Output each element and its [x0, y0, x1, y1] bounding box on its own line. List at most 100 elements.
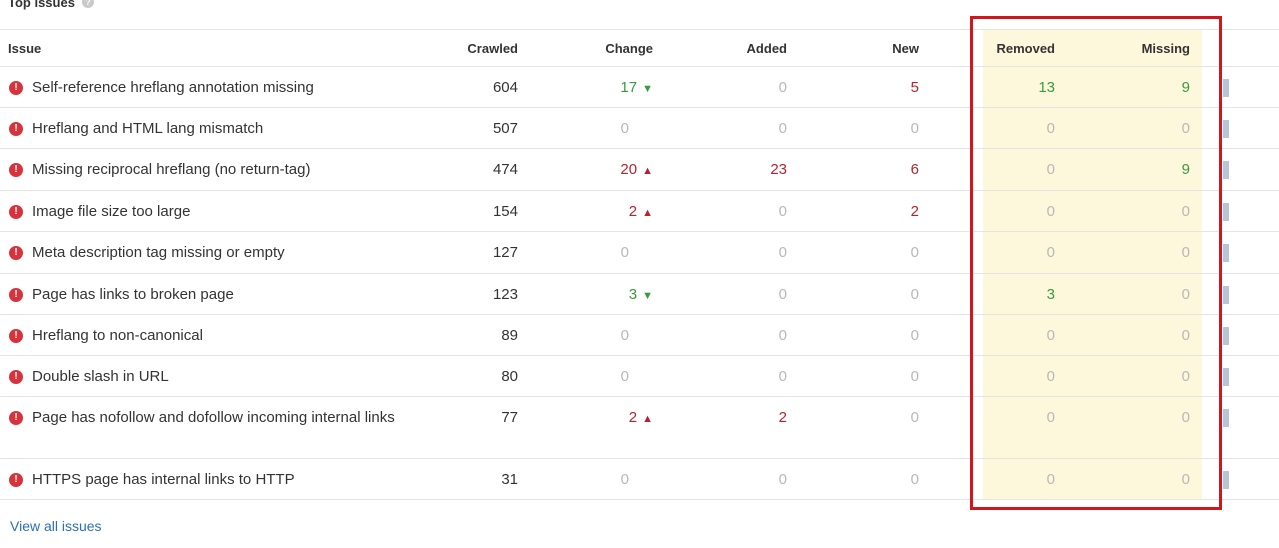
added-count[interactable]: 0	[778, 327, 787, 344]
new-count[interactable]: 0	[910, 286, 919, 303]
header-missing[interactable]: Missing	[1141, 41, 1190, 56]
row-divider	[0, 231, 1279, 232]
missing-count[interactable]: 0	[1181, 409, 1190, 426]
missing-count[interactable]: 0	[1181, 120, 1190, 137]
removed-count[interactable]: 0	[1046, 368, 1055, 385]
missing-count[interactable]: 0	[1181, 327, 1190, 344]
crawled-count[interactable]: 507	[492, 120, 518, 137]
crawled-count[interactable]: 77	[501, 409, 518, 426]
removed-count[interactable]: 0	[1046, 471, 1055, 488]
row-divider	[0, 148, 1279, 149]
header-new[interactable]: New	[892, 41, 919, 56]
error-exclamation-icon: !	[9, 329, 23, 343]
change-cell[interactable]: 2 ▲	[560, 202, 653, 223]
header-issue[interactable]: Issue	[8, 41, 42, 56]
added-count[interactable]: 23	[770, 161, 787, 178]
issue-name-link[interactable]: Self-reference hreflang annotation missi…	[32, 79, 314, 96]
new-count[interactable]: 0	[910, 327, 919, 344]
missing-count[interactable]: 0	[1181, 203, 1190, 220]
table-row[interactable]: ! Double slash in URL 80 0 0 0 0 0	[0, 356, 1279, 397]
issue-name-link[interactable]: Hreflang and HTML lang mismatch	[32, 120, 264, 137]
crawled-count[interactable]: 89	[501, 327, 518, 344]
removed-count[interactable]: 0	[1046, 327, 1055, 344]
table-row[interactable]: ! Image file size too large 154 0 2 0 0 2 ▲	[0, 191, 1279, 232]
triangle-down-icon: ▼	[642, 83, 653, 95]
missing-count[interactable]: 9	[1181, 161, 1190, 178]
new-count[interactable]: 6	[910, 161, 919, 178]
issue-name-link[interactable]: Page has nofollow and dofollow incoming …	[32, 409, 395, 426]
change-value: 20	[620, 161, 638, 178]
missing-count[interactable]: 0	[1181, 244, 1190, 261]
header-crawled[interactable]: Crawled	[467, 41, 518, 56]
table-row[interactable]: ! Page has links to broken page 123 0 0 3 0 3 ▼	[0, 274, 1279, 315]
crawled-count[interactable]: 154	[492, 203, 518, 220]
removed-count[interactable]: 13	[1038, 79, 1055, 96]
table-row[interactable]: ! Hreflang and HTML lang mismatch 507 0 0 0 0 0	[0, 108, 1279, 149]
removed-count[interactable]: 3	[1046, 286, 1055, 303]
header-change[interactable]: Change	[605, 41, 653, 56]
crawled-count[interactable]: 474	[492, 161, 518, 178]
added-count[interactable]: 0	[778, 471, 787, 488]
missing-count[interactable]: 9	[1181, 79, 1190, 96]
new-count[interactable]: 0	[910, 409, 919, 426]
row-divider	[0, 107, 1279, 108]
added-count[interactable]: 0	[778, 120, 787, 137]
added-count[interactable]: 2	[778, 409, 787, 426]
change-cell[interactable]: 0	[560, 243, 653, 263]
header-removed[interactable]: Removed	[996, 41, 1055, 56]
change-cell[interactable]: 0	[560, 367, 653, 387]
removed-count[interactable]: 0	[1046, 203, 1055, 220]
table-row[interactable]: ! HTTPS page has internal links to HTTP 31…	[0, 459, 1279, 500]
issue-name-link[interactable]: Page has links to broken page	[32, 286, 234, 303]
new-count[interactable]: 0	[910, 368, 919, 385]
table-row[interactable]: ! Hreflang to non-canonical 89 0 0 0 0 0	[0, 315, 1279, 356]
added-count[interactable]: 0	[778, 286, 787, 303]
error-exclamation-icon: !	[9, 411, 23, 425]
new-count[interactable]: 0	[910, 244, 919, 261]
crawled-count[interactable]: 80	[501, 368, 518, 385]
view-all-issues-link[interactable]: View all issues	[10, 518, 102, 534]
issue-name-link[interactable]: HTTPS page has internal links to HTTP	[32, 471, 295, 488]
crawled-count[interactable]: 123	[492, 286, 518, 303]
header-added[interactable]: Added	[746, 41, 787, 56]
question-circle-icon[interactable]: ?	[81, 0, 94, 8]
new-count[interactable]: 0	[910, 120, 919, 137]
change-cell[interactable]: 2 ▲	[560, 408, 653, 429]
triangle-up-icon: ▲	[642, 165, 653, 177]
change-cell[interactable]: 3 ▼	[560, 285, 653, 306]
issue-name-link[interactable]: Double slash in URL	[32, 368, 169, 385]
removed-count[interactable]: 0	[1046, 409, 1055, 426]
missing-count[interactable]: 0	[1181, 368, 1190, 385]
triangle-down-icon: ▼	[642, 290, 653, 302]
issue-name-link[interactable]: Meta description tag missing or empty	[32, 244, 285, 261]
change-cell[interactable]: 0	[560, 119, 653, 139]
error-exclamation-icon: !	[9, 473, 23, 487]
new-count[interactable]: 0	[910, 471, 919, 488]
added-count[interactable]: 0	[778, 368, 787, 385]
new-count[interactable]: 5	[910, 79, 919, 96]
crawled-count[interactable]: 127	[492, 244, 518, 261]
table-row[interactable]: ! Self-reference hreflang annotation miss…	[0, 67, 1279, 108]
issue-name-link[interactable]: Image file size too large	[32, 203, 191, 220]
removed-count[interactable]: 0	[1046, 161, 1055, 178]
change-cell[interactable]: 0	[560, 326, 653, 346]
table-row[interactable]: ! Meta description tag missing or empty 12…	[0, 232, 1279, 274]
row-divider	[0, 314, 1279, 315]
table-row[interactable]: ! Missing reciprocal hreflang (no return-…	[0, 149, 1279, 191]
table-row[interactable]: ! Page has nofollow and dofollow incoming…	[0, 397, 1279, 459]
added-count[interactable]: 0	[778, 244, 787, 261]
missing-count[interactable]: 0	[1181, 471, 1190, 488]
change-cell[interactable]: 20 ▲	[560, 160, 653, 181]
added-count[interactable]: 0	[778, 79, 787, 96]
new-count[interactable]: 2	[910, 203, 919, 220]
added-count[interactable]: 0	[778, 203, 787, 220]
crawled-count[interactable]: 31	[501, 471, 518, 488]
crawled-count[interactable]: 604	[492, 79, 518, 96]
removed-count[interactable]: 0	[1046, 244, 1055, 261]
removed-count[interactable]: 0	[1046, 120, 1055, 137]
issue-name-link[interactable]: Hreflang to non-canonical	[32, 327, 203, 344]
change-cell[interactable]: 0	[560, 470, 653, 490]
issue-name-link[interactable]: Missing reciprocal hreflang (no return-t…	[32, 161, 311, 178]
missing-count[interactable]: 0	[1181, 286, 1190, 303]
change-cell[interactable]: 17 ▼	[560, 78, 653, 99]
